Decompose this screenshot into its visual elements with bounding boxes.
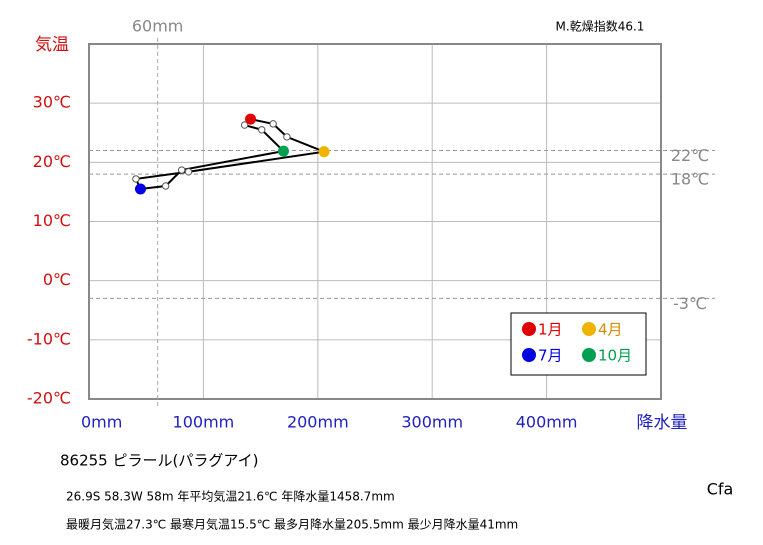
month-point (258, 126, 266, 134)
reference-label: 18℃ (671, 170, 709, 189)
month-point (161, 182, 170, 190)
y-tick-label: 20℃ (33, 152, 71, 171)
legend-marker (522, 322, 536, 336)
y-tick-label: 30℃ (33, 93, 71, 112)
legend-label: 1月 (538, 321, 563, 339)
x-axis-title: 降水量 (637, 413, 688, 433)
legend-label: 7月 (538, 347, 563, 365)
y-tick-label: -20℃ (27, 389, 71, 408)
month-point (283, 133, 291, 141)
info-line: 最暖月気温27.3℃ 最寒月気温15.5℃ 最多月降水量205.5mm 最少月降… (66, 517, 518, 532)
index-label: M.乾燥指数46.1 (556, 19, 645, 34)
reference-label: 22℃ (671, 146, 709, 165)
x-tick-label: 0mm (81, 413, 122, 432)
reference-label: 60mm (132, 17, 184, 36)
info-line: 26.9S 58.3W 58m 年平均気温21.6℃ 年降水量1458.7mm (66, 489, 395, 504)
month-point (277, 145, 289, 157)
plot-border (88, 43, 662, 400)
x-tick-label: 400mm (516, 413, 578, 432)
month-point (269, 120, 277, 128)
month-point (177, 166, 186, 174)
legend-label: 10月 (598, 347, 632, 365)
month-point (245, 113, 257, 125)
legend-box (510, 312, 647, 376)
month-point (134, 183, 146, 195)
reference-label: -3℃ (673, 294, 707, 313)
station-name: 86255 ピラール(パラグアイ) (60, 452, 258, 470)
y-tick-label: 0℃ (43, 270, 71, 289)
x-tick-label: 300mm (401, 413, 463, 432)
legend-marker (582, 348, 596, 362)
y-tick-label: -10℃ (27, 329, 71, 348)
month-point (132, 175, 140, 183)
legend-marker (582, 322, 596, 336)
month-point (184, 168, 193, 176)
legend-label: 4月 (598, 321, 623, 339)
month-point (240, 121, 249, 129)
y-axis-title: 気温 (35, 35, 69, 55)
x-tick-label: 200mm (287, 413, 349, 432)
x-tick-label: 100mm (173, 413, 235, 432)
legend-marker (522, 348, 536, 362)
climate-class: Cfa (707, 480, 734, 499)
y-tick-label: 10℃ (33, 211, 71, 230)
month-point (318, 146, 330, 158)
